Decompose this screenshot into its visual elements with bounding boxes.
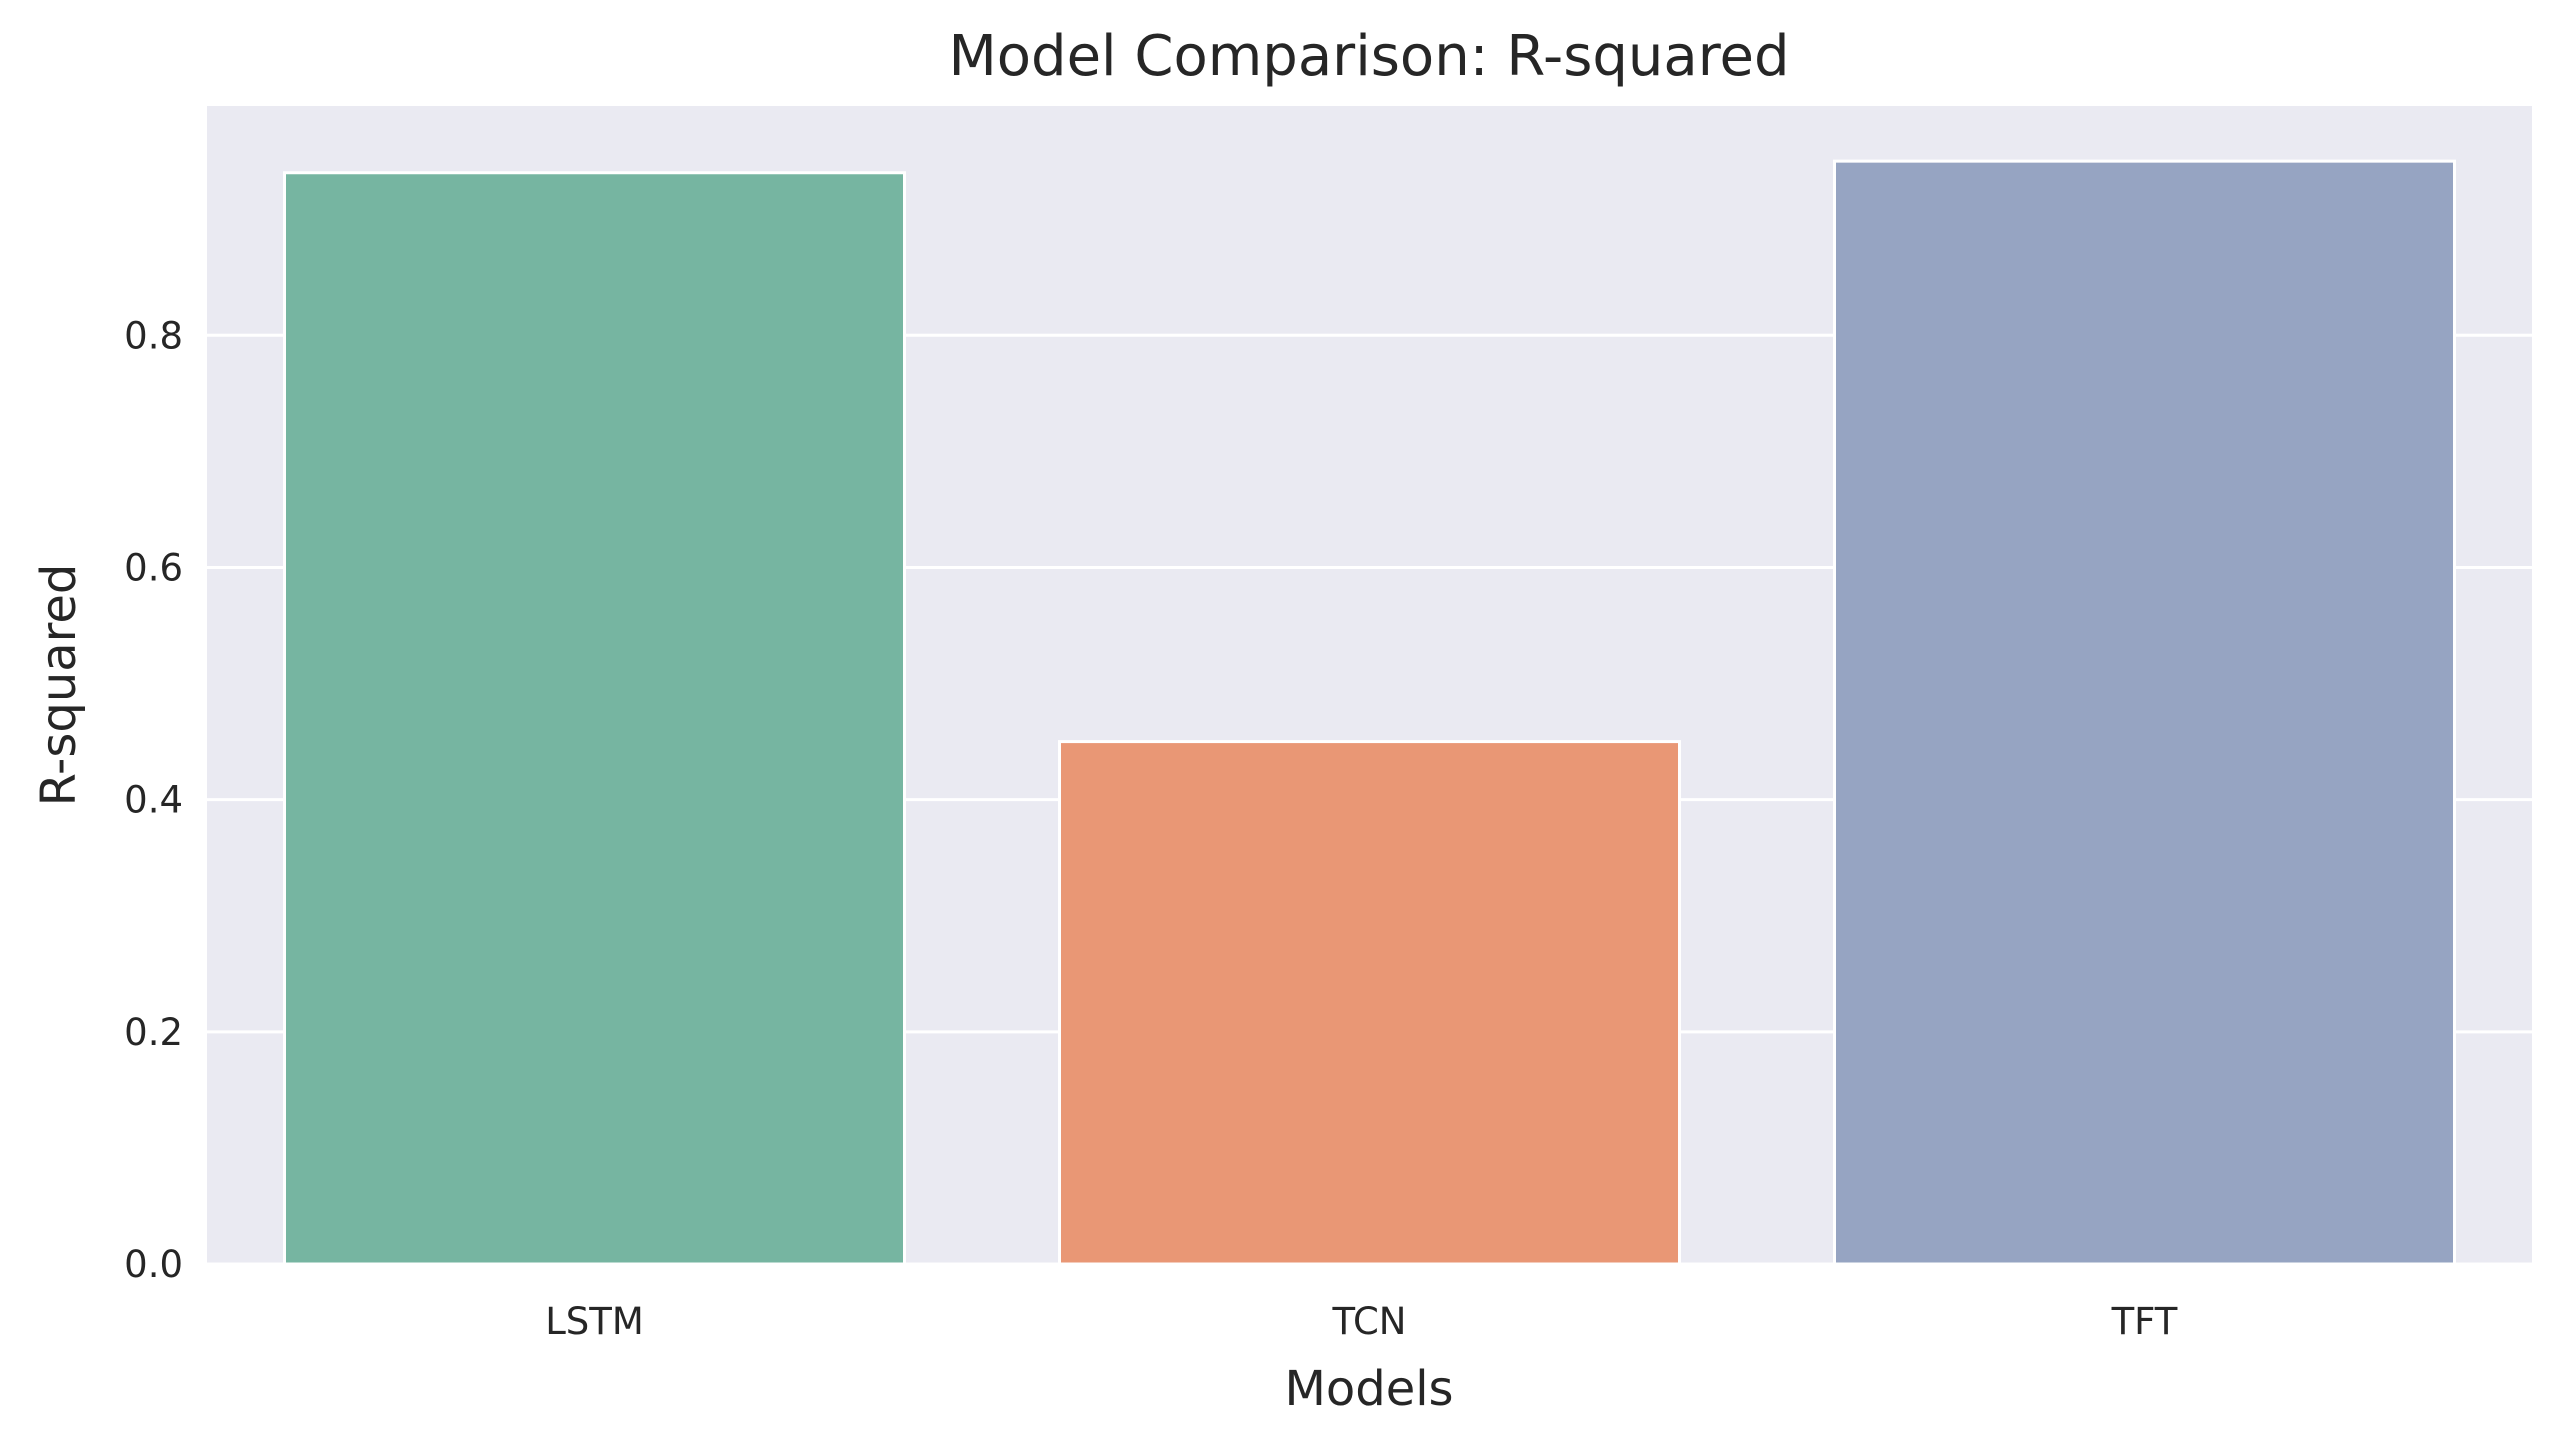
- y-tick-label: 0.8: [124, 314, 183, 357]
- bars: [283, 159, 2456, 1266]
- x-tick-label-tft: TFT: [2111, 1300, 2178, 1343]
- x-tick-label-lstm: LSTM: [545, 1300, 644, 1343]
- bar-tcn: [1058, 740, 1681, 1266]
- y-tick-label: 0.0: [124, 1243, 183, 1286]
- chart-title: Model Comparison: R-squared: [948, 24, 1789, 89]
- y-tick-label: 0.6: [124, 546, 183, 589]
- y-axis-label: R-squared: [31, 564, 87, 807]
- bar-tft: [1833, 159, 2456, 1266]
- bar-lstm: [283, 171, 906, 1266]
- x-axis-ticks: LSTM TCN TFT: [545, 1300, 2178, 1343]
- x-tick-label-tcn: TCN: [1332, 1300, 1407, 1343]
- y-tick-label: 0.2: [124, 1011, 183, 1054]
- x-axis-label: Models: [1284, 1361, 1453, 1417]
- y-tick-label: 0.4: [124, 779, 183, 822]
- y-axis-ticks: 0.0 0.2 0.4 0.6 0.8: [124, 314, 183, 1286]
